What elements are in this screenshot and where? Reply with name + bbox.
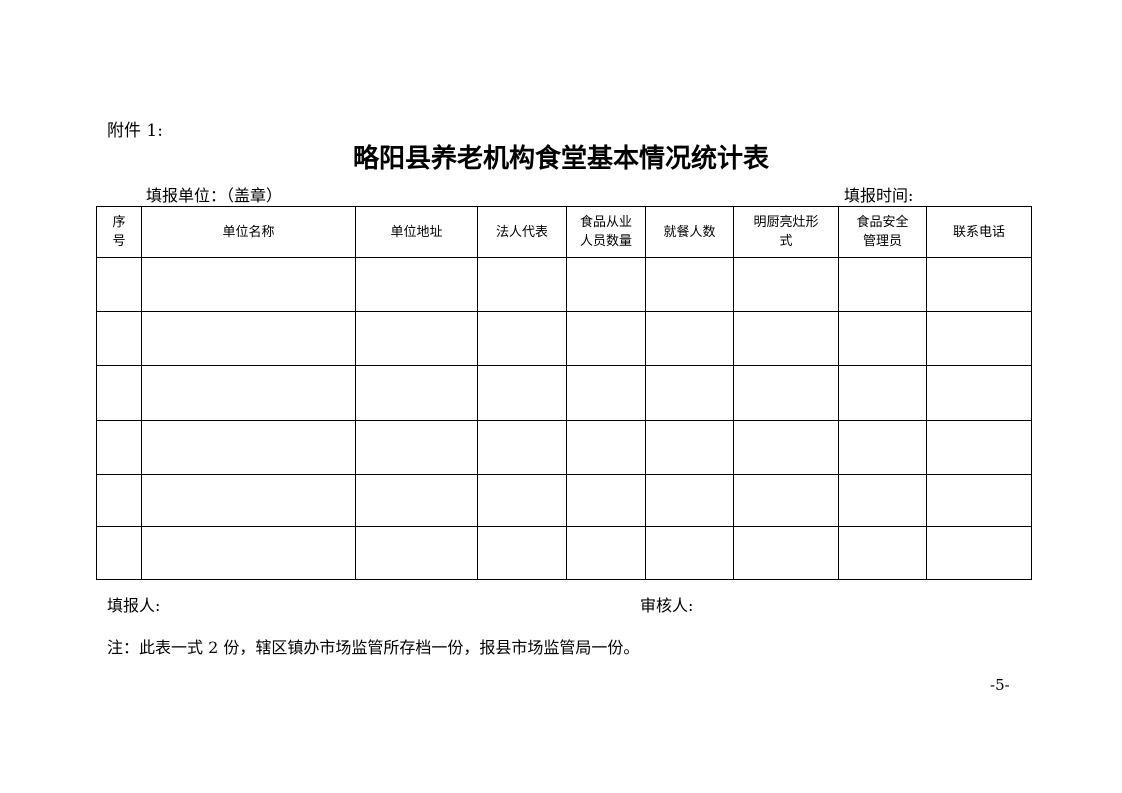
page-number: -5- [990, 676, 1010, 694]
table-cell [96, 311, 142, 366]
table-cell [733, 257, 839, 312]
table-cell [477, 311, 567, 366]
table-row [96, 474, 1032, 527]
header-food-staff-count: 食品从业 人员数量 [566, 206, 646, 258]
header-food-safety-manager: 食品安全 管理员 [838, 206, 927, 258]
table-cell [355, 420, 478, 475]
table-cell [96, 526, 142, 580]
header-legal-rep: 法人代表 [477, 206, 567, 258]
table-cell [355, 526, 478, 580]
fill-time-label: 填报时间: [844, 186, 914, 205]
table-cell [477, 420, 567, 475]
filler-label: 填报人: [107, 596, 161, 615]
table-cell [733, 526, 839, 580]
table-cell [645, 474, 734, 527]
table-cell [733, 420, 839, 475]
header-open-kitchen-form: 明厨亮灶形 式 [733, 206, 839, 258]
reviewer-label: 审核人: [640, 596, 694, 615]
table-cell [566, 365, 646, 421]
table-cell [838, 365, 927, 421]
table-cell [838, 311, 927, 366]
table-cell [355, 474, 478, 527]
table-row [96, 311, 1032, 366]
table-header-row: 序 号 单位名称 单位地址 法人代表 食品从业 人员数量 就餐人数 明厨亮灶形 … [96, 206, 1032, 258]
table-cell [355, 365, 478, 421]
table-cell [645, 311, 734, 366]
table-cell [926, 526, 1032, 580]
table-cell [96, 420, 142, 475]
table-cell [355, 257, 478, 312]
table-cell [566, 474, 646, 527]
header-diners-count: 就餐人数 [645, 206, 734, 258]
table-cell [141, 474, 356, 527]
table-cell [926, 311, 1032, 366]
table-cell [566, 420, 646, 475]
table-row [96, 526, 1032, 580]
table-cell [96, 257, 142, 312]
note: 注：此表一式 2 份，辖区镇办市场监管所存档一份，报县市场监管局一份。 [107, 638, 640, 657]
table-cell [838, 257, 927, 312]
table-cell [645, 420, 734, 475]
table-cell [926, 365, 1032, 421]
table-row [96, 365, 1032, 421]
table-cell [838, 526, 927, 580]
statistics-table: 序 号 单位名称 单位地址 法人代表 食品从业 人员数量 就餐人数 明厨亮灶形 … [96, 206, 1032, 580]
table-cell [838, 420, 927, 475]
table-cell [141, 526, 356, 580]
header-phone: 联系电话 [926, 206, 1032, 258]
table-cell [96, 365, 142, 421]
table-cell [733, 474, 839, 527]
attachment-label: 附件 1: [107, 121, 163, 141]
header-unit-name: 单位名称 [141, 206, 356, 258]
table-cell [926, 420, 1032, 475]
table-cell [645, 365, 734, 421]
fill-unit-label: 填报单位：（盖章） [146, 186, 283, 205]
table-cell [566, 257, 646, 312]
table-cell [141, 420, 356, 475]
table-cell [733, 365, 839, 421]
table-cell [96, 474, 142, 527]
table-cell [926, 257, 1032, 312]
table-cell [477, 257, 567, 312]
table-row [96, 420, 1032, 475]
table-cell [926, 474, 1032, 527]
header-index: 序 号 [96, 206, 142, 258]
table-cell [141, 257, 356, 312]
table-cell [477, 474, 567, 527]
table-cell [645, 257, 734, 312]
table-cell [477, 365, 567, 421]
table-cell [141, 365, 356, 421]
table-row [96, 257, 1032, 312]
table-cell [733, 311, 839, 366]
table-cell [477, 526, 567, 580]
table-cell [355, 311, 478, 366]
table-cell [566, 526, 646, 580]
table-cell [645, 526, 734, 580]
header-unit-address: 单位地址 [355, 206, 478, 258]
table-cell [141, 311, 356, 366]
table-cell [566, 311, 646, 366]
table-cell [838, 474, 927, 527]
document-title: 略阳县养老机构食堂基本情况统计表 [352, 144, 769, 174]
